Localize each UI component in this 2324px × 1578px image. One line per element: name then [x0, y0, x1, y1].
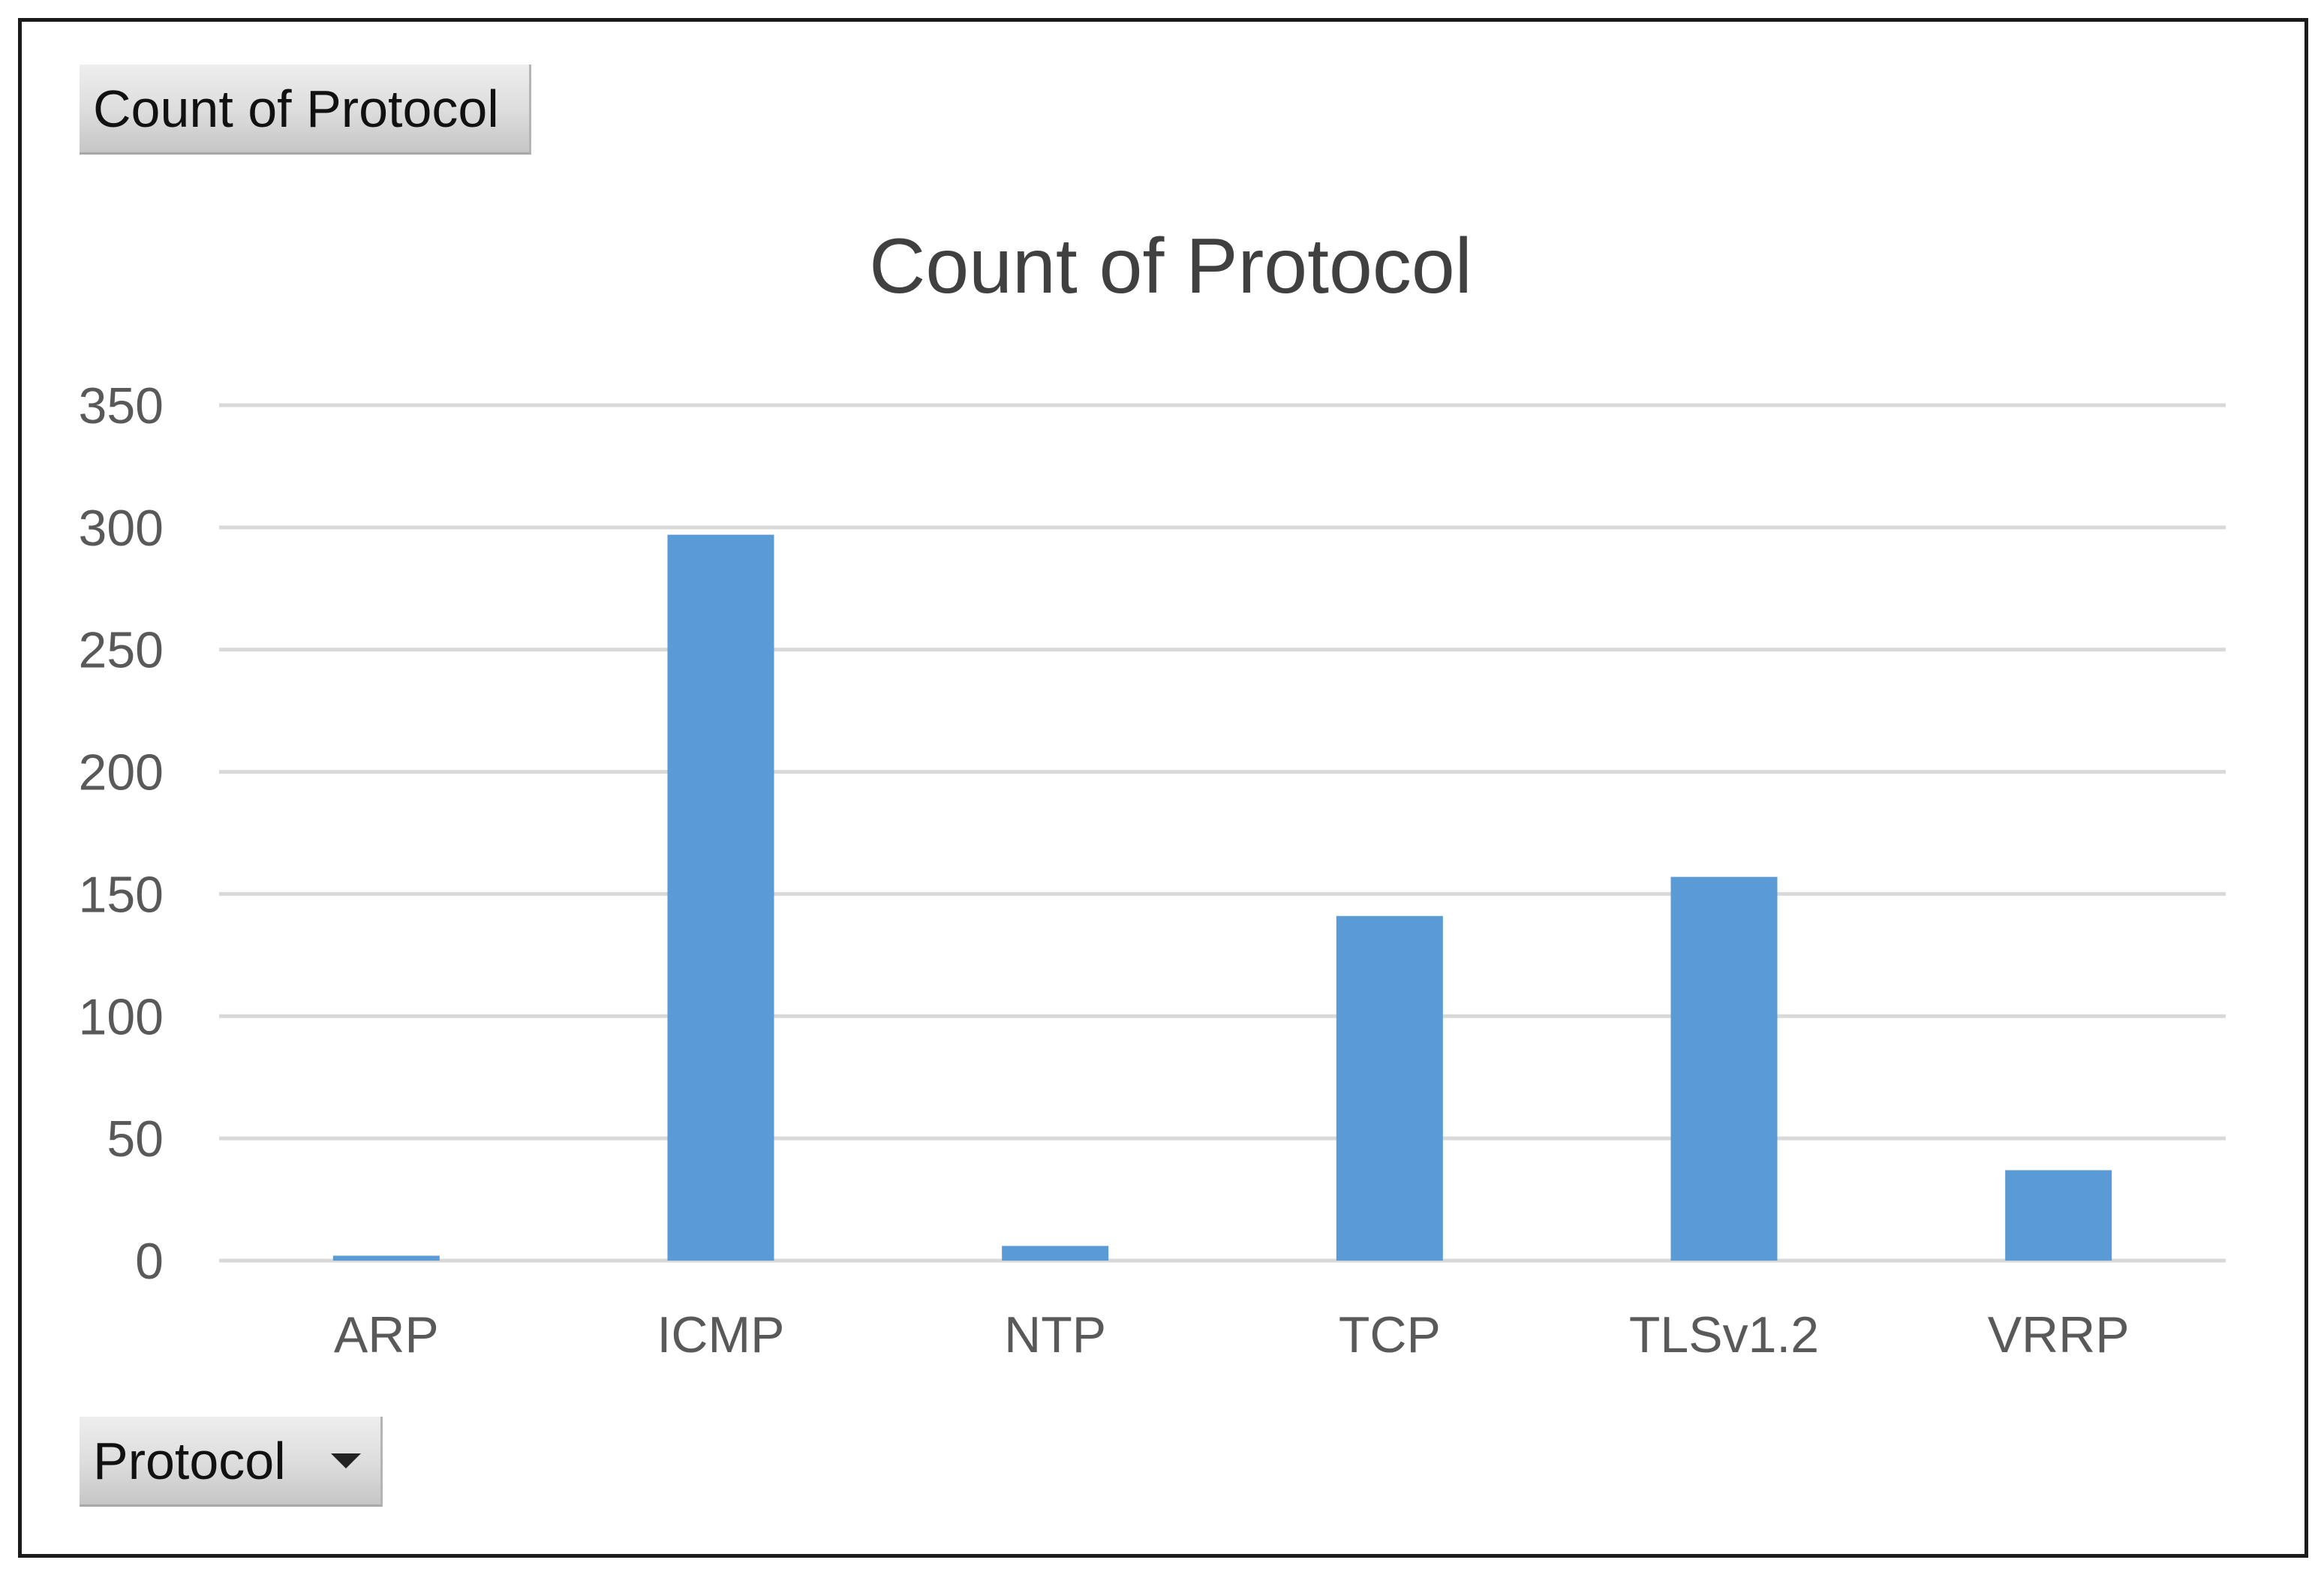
- chart-title: Count of Protocol: [869, 223, 1472, 310]
- x-tick-label: TCP: [1339, 1306, 1441, 1363]
- y-tick-label: 200: [79, 744, 164, 801]
- y-tick-label: 350: [79, 377, 164, 434]
- chart-frame: [18, 18, 2308, 1558]
- chevron-down-icon[interactable]: [330, 1453, 361, 1468]
- value-field-button[interactable]: Count of Protocol: [80, 65, 531, 155]
- axis-field-label: Protocol: [93, 1431, 286, 1490]
- bars: [332, 534, 2112, 1261]
- axis-field-button[interactable]: Protocol: [80, 1417, 383, 1507]
- x-tick-label: TLSv1.2: [1629, 1306, 1819, 1363]
- y-tick-label: 0: [135, 1233, 164, 1290]
- y-tick-label: 50: [107, 1111, 164, 1168]
- x-tick-label: ARP: [334, 1306, 439, 1363]
- y-tick-label: 100: [79, 988, 164, 1045]
- y-tick-label: 250: [79, 622, 164, 679]
- x-axis-ticks: ARP ICMP NTP TCP TLSv1.2 VRRP: [334, 1306, 2130, 1363]
- bar-icmp[interactable]: [667, 534, 774, 1261]
- bar-tlsv1-2[interactable]: [1670, 876, 1778, 1261]
- value-field-label: Count of Protocol: [93, 79, 499, 138]
- bar-vrrp[interactable]: [2005, 1170, 2112, 1261]
- y-tick-label: 150: [79, 866, 164, 923]
- y-axis-ticks: 0 50 100 150 200 250 300 350: [79, 377, 164, 1290]
- x-tick-label: VRRP: [1988, 1306, 2130, 1363]
- y-tick-label: 300: [79, 500, 164, 557]
- bar-tcp[interactable]: [1336, 915, 1443, 1261]
- bar-arp[interactable]: [332, 1255, 440, 1261]
- x-tick-label: NTP: [1004, 1306, 1106, 1363]
- bar-ntp[interactable]: [1002, 1246, 1109, 1261]
- x-tick-label: ICMP: [657, 1306, 785, 1363]
- gridlines: [219, 403, 2226, 1263]
